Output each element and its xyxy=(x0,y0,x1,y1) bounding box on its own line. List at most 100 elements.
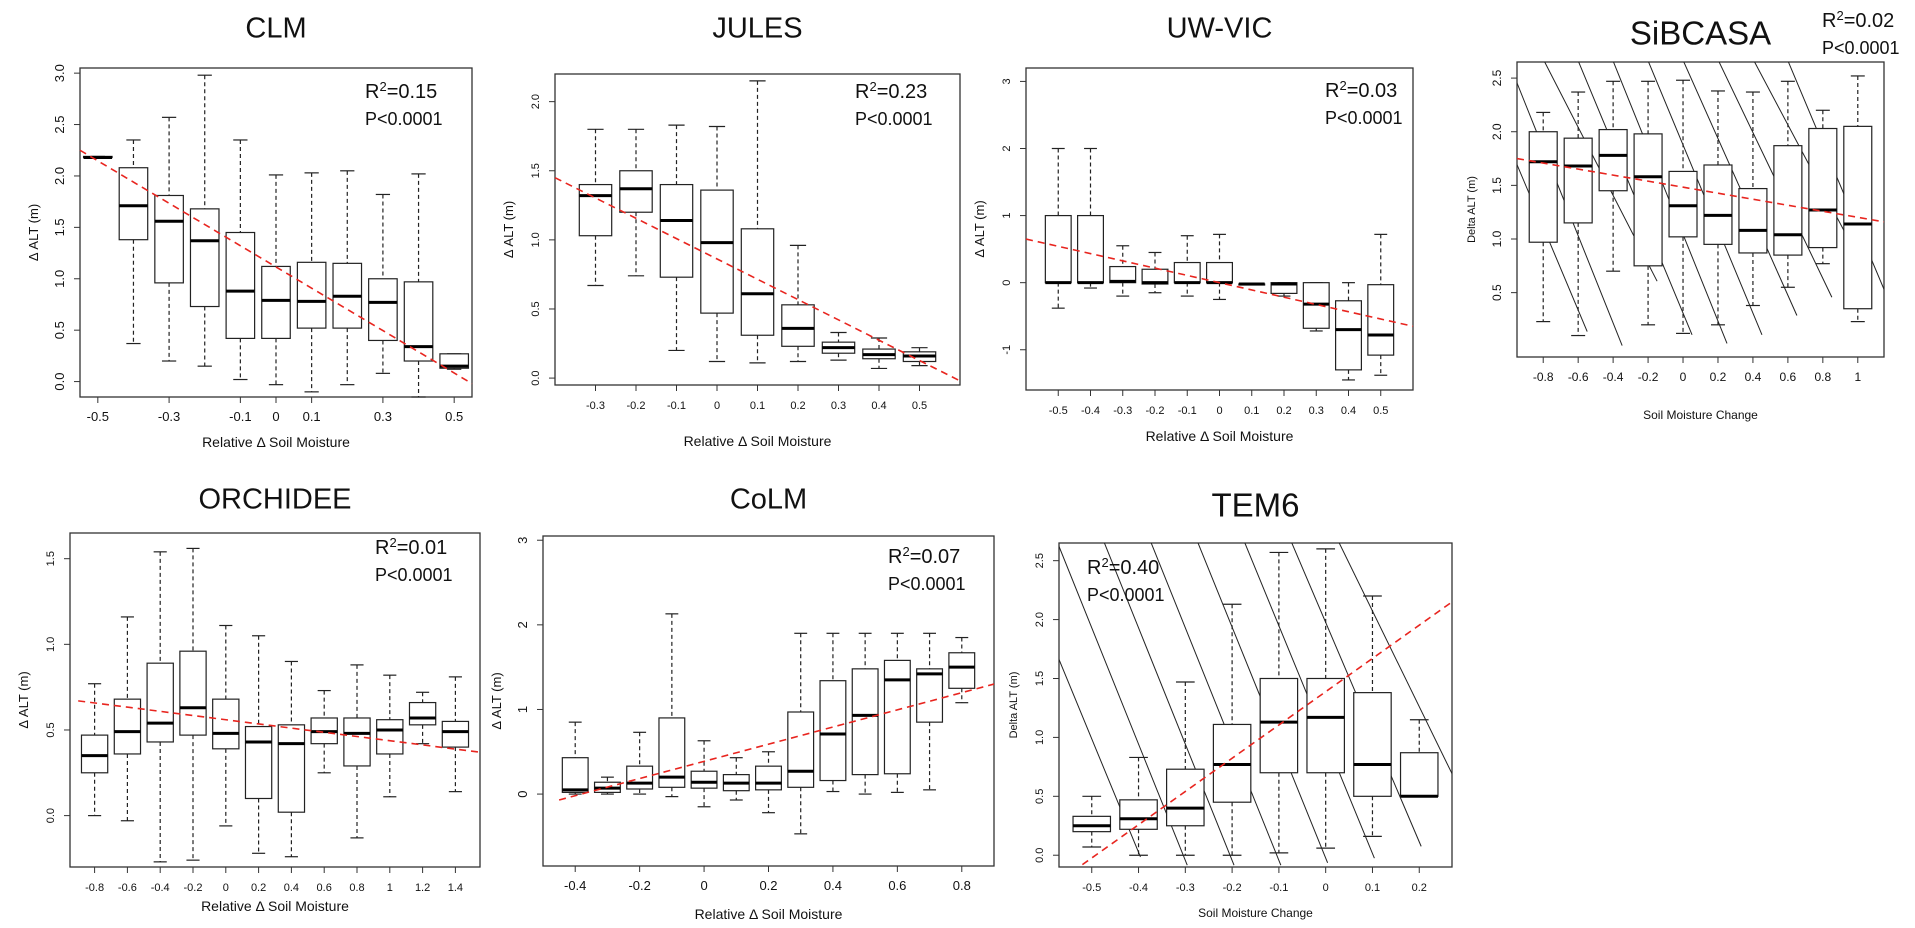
x-tick-label: -0.4 xyxy=(1081,405,1100,417)
x-tick-label: 1 xyxy=(387,882,393,894)
box-2 xyxy=(1109,245,1137,297)
box-4 xyxy=(740,80,775,364)
x-tick-label: 1.4 xyxy=(448,882,463,894)
y-tick-label: 1 xyxy=(515,706,530,713)
box-iqr xyxy=(1598,128,1628,192)
y-axis: 0 1 2 3 xyxy=(515,537,543,798)
box-iqr xyxy=(819,680,847,782)
x-axis-label: Relative Δ Soil Moisture xyxy=(695,906,843,922)
box-2 xyxy=(154,116,184,362)
box-1 xyxy=(1076,147,1104,289)
stats-annotation: R2=0.40 P<0.0001 xyxy=(1087,555,1165,606)
y-tick-label: 0.0 xyxy=(530,370,542,385)
overlay-line xyxy=(1718,62,1833,298)
x-tick-label: 0.2 xyxy=(759,878,777,893)
box-3 xyxy=(1633,80,1663,326)
y-tick-label: 2.0 xyxy=(1490,123,1504,140)
x-tick-label: 1.2 xyxy=(415,882,430,894)
box-iqr xyxy=(403,281,434,362)
x-tick-label: -0.3 xyxy=(1176,882,1195,894)
y-tick-label: 0.0 xyxy=(52,373,67,391)
trend-line xyxy=(1516,157,1885,223)
box-8 xyxy=(902,347,937,367)
y-tick-label: 0.0 xyxy=(1034,848,1046,863)
r-squared: R2=0.01 xyxy=(375,535,447,560)
x-tick-label: 0.2 xyxy=(1710,370,1727,384)
x-axis-label: Relative Δ Soil Moisture xyxy=(201,898,349,914)
y-tick-label: 1.5 xyxy=(530,163,542,178)
y-tick-label: 2.0 xyxy=(52,167,67,185)
chart-orchidee: ORCHIDEE -0.8 -0.6 -0.4 -0.2 0 0.2 0.4 0.6 0.8 1 1.… xyxy=(16,484,481,914)
box-2 xyxy=(146,551,174,863)
box-iqr xyxy=(626,765,654,790)
box-3 xyxy=(1141,251,1169,294)
x-axis-label: Relative Δ Soil Moisture xyxy=(202,434,350,450)
overlay-line xyxy=(1338,543,1452,775)
stats-annotation: R2=0.02 P<0.0001 xyxy=(1822,8,1900,59)
x-tick-label: -0.8 xyxy=(85,882,104,894)
trend-line xyxy=(558,683,995,801)
box-0 xyxy=(82,155,113,159)
box-iqr xyxy=(1843,125,1873,310)
x-tick-label: -0.2 xyxy=(1223,882,1242,894)
y-tick-label: 1.0 xyxy=(52,270,67,288)
box-1 xyxy=(118,139,149,345)
p-value: P<0.0001 xyxy=(365,109,443,129)
x-tick-label: 0.4 xyxy=(1341,405,1356,417)
chart-tem6: TEM6 -0.5 -0.4 -0.3 -0.2 -0.1 0 0.1 0.2 Soil Mois… xyxy=(1008,487,1453,920)
box-iqr xyxy=(439,353,470,369)
x-axis: -0.5 -0.4 -0.3 -0.2 -0.1 0 0.1 0.2 0.3 0.4 0.5 xyxy=(1049,390,1388,417)
box-2 xyxy=(626,731,654,795)
box-7 xyxy=(1270,282,1298,297)
y-tick-label: 2.0 xyxy=(1034,612,1046,627)
x-tick-label: 0.3 xyxy=(1309,405,1324,417)
box-iqr xyxy=(1563,137,1593,224)
y-tick-label: 0.5 xyxy=(530,301,542,316)
x-tick-label: 0.3 xyxy=(831,400,846,412)
box-0 xyxy=(80,683,109,817)
box-0 xyxy=(1528,111,1558,323)
x-tick-label: -0.1 xyxy=(1178,405,1197,417)
y-tick-label: 1.5 xyxy=(45,551,57,566)
box-iqr xyxy=(1808,127,1838,249)
y-tick-label: 1.0 xyxy=(1490,230,1504,247)
box-7 xyxy=(787,632,815,835)
box-iqr xyxy=(376,719,404,755)
x-tick-label: 0.3 xyxy=(374,409,392,424)
box-9 xyxy=(403,173,434,398)
box-3 xyxy=(179,547,207,861)
stats-annotation: R2=0.07 P<0.0001 xyxy=(888,544,966,595)
box-iqr xyxy=(113,698,142,755)
r-squared: R2=0.15 xyxy=(365,79,437,104)
box-4 xyxy=(1173,235,1201,297)
plot-frame xyxy=(1516,61,1885,358)
overlay-line xyxy=(1612,62,1728,344)
x-tick-label: -0.1 xyxy=(667,400,686,412)
x-tick-label: 0.5 xyxy=(912,400,927,412)
x-tick-label: 0.4 xyxy=(871,400,886,412)
overlay-line xyxy=(1578,62,1693,336)
x-tick-label: -0.4 xyxy=(151,882,170,894)
r-squared: R2=0.07 xyxy=(888,544,960,569)
box-6 xyxy=(1238,282,1266,286)
x-axis: -0.8 -0.6 -0.4 -0.2 0 0.2 0.4 0.6 0.8 1 xyxy=(1533,357,1861,384)
box-iqr xyxy=(244,725,273,800)
box-9 xyxy=(851,632,879,795)
box-iqr xyxy=(916,668,944,723)
box-iqr xyxy=(787,711,815,788)
x-tick-label: 0 xyxy=(272,409,279,424)
x-tick-label: 0.8 xyxy=(953,878,971,893)
y-tick-label: 0 xyxy=(1001,280,1013,286)
box-5 xyxy=(1306,548,1345,849)
y-tick-label: 3 xyxy=(515,537,530,544)
y-tick-label: 1.0 xyxy=(1034,730,1046,745)
box-iqr xyxy=(296,261,327,329)
x-axis: -0.5 -0.4 -0.3 -0.2 -0.1 0 0.1 0.2 xyxy=(1082,867,1427,894)
box-iqr xyxy=(179,650,207,736)
box-iqr xyxy=(261,265,291,339)
x-axis: -0.5 -0.3 -0.1 0 0.1 0.3 0.5 xyxy=(87,397,463,424)
y-tick-label: 1.0 xyxy=(45,637,57,652)
y-tick-label: 2.5 xyxy=(1490,69,1504,86)
x-tick-label: 0 xyxy=(1680,370,1687,384)
